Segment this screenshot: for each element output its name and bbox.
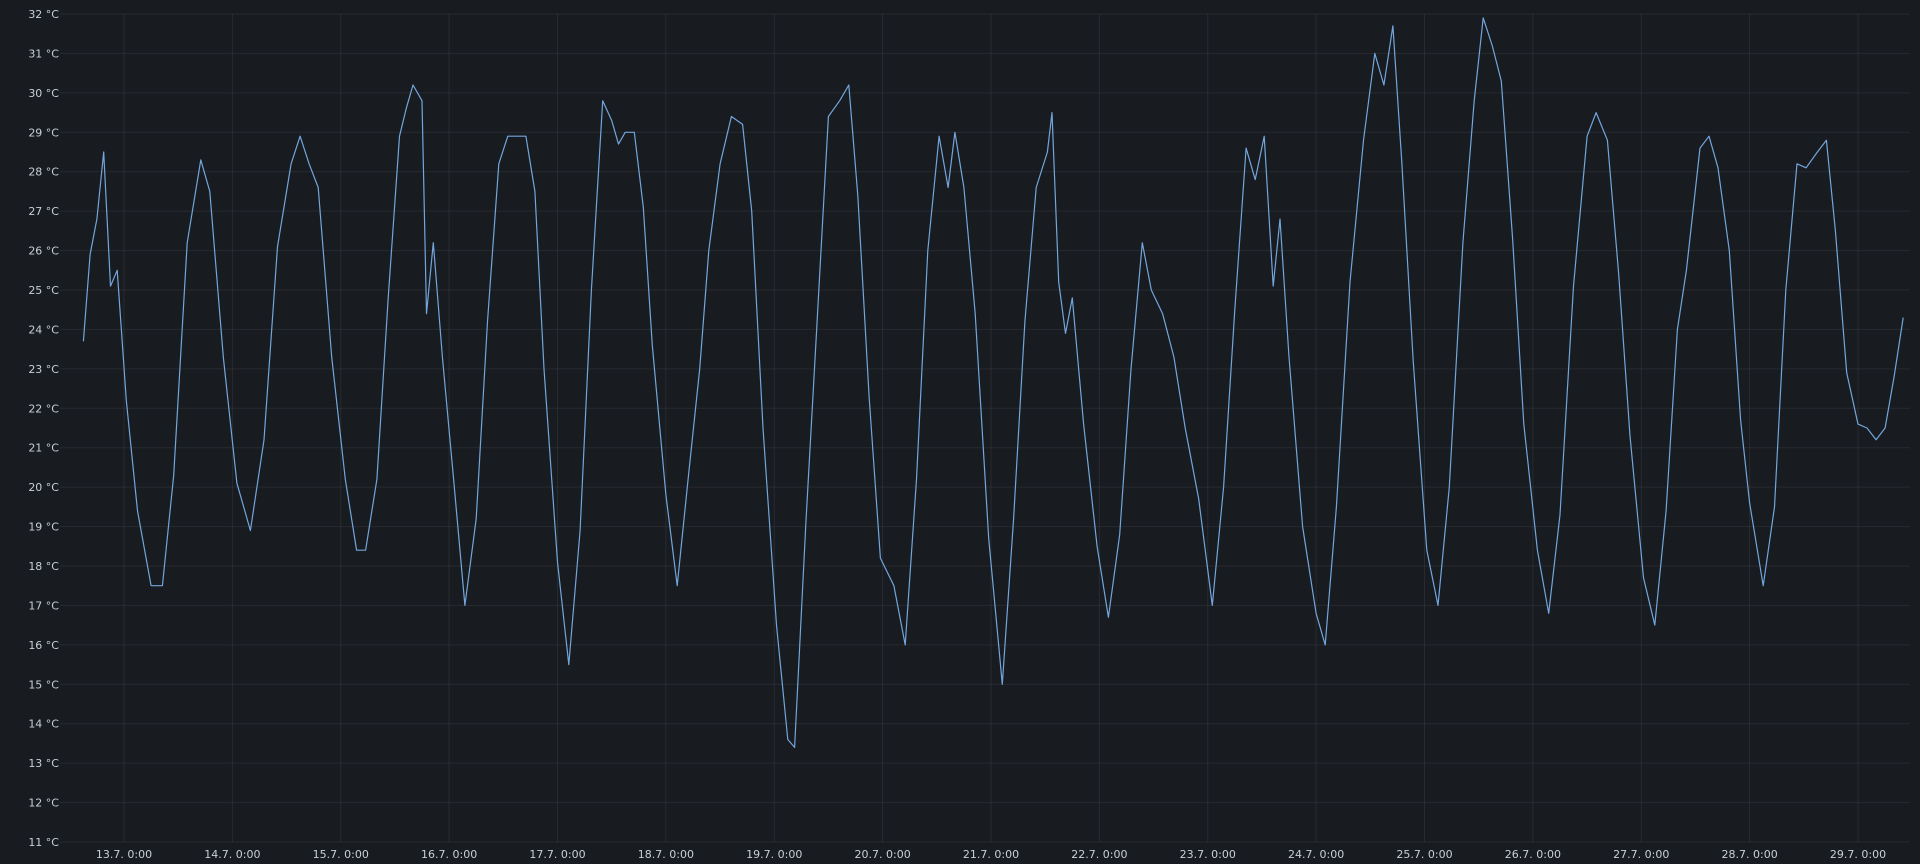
y-tick-label: 28 °C [28,166,59,179]
y-tick-label: 14 °C [28,718,59,731]
y-tick-label: 27 °C [28,205,59,218]
x-axis: 13.7. 0:00 14.7. 0:00 15.7. 0:00 16.7. 0:00… [96,848,1886,861]
y-tick-label: 32 °C [28,8,59,21]
y-tick-label: 29 °C [28,126,59,139]
y-tick-label: 21 °C [28,442,59,455]
x-tick-label: 25.7. 0:00 [1396,848,1452,861]
x-tick-label: 20.7. 0:00 [855,848,911,861]
y-axis: 11 °C 12 °C 13 °C 14 °C 15 °C 16 °C 17 °C 18 °C… [28,8,59,849]
y-tick-label: 26 °C [28,245,59,258]
y-tick-label: 25 °C [28,284,59,297]
x-tick-label: 22.7. 0:00 [1071,848,1127,861]
x-tick-label: 14.7. 0:00 [204,848,260,861]
x-tick-label: 21.7. 0:00 [963,848,1019,861]
series-layer [82,17,1904,748]
y-tick-label: 23 °C [28,363,59,376]
y-tick-label: 24 °C [28,323,59,336]
y-tick-label: 11 °C [28,836,59,849]
y-tick-label: 15 °C [28,678,59,691]
temperature-series-line [82,17,1904,748]
x-tick-label: 24.7. 0:00 [1288,848,1344,861]
x-tick-label: 28.7. 0:00 [1722,848,1778,861]
y-tick-label: 19 °C [28,521,59,534]
x-tick-label: 17.7. 0:00 [529,848,585,861]
x-tick-label: 18.7. 0:00 [638,848,694,861]
y-tick-label: 22 °C [28,402,59,415]
y-tick-label: 30 °C [28,87,59,100]
y-tick-label: 12 °C [28,797,59,810]
grid [60,13,1910,843]
y-tick-label: 18 °C [28,560,59,573]
y-tick-label: 13 °C [28,757,59,770]
y-tick-label: 31 °C [28,47,59,60]
y-tick-label: 17 °C [28,599,59,612]
x-tick-label: 13.7. 0:00 [96,848,152,861]
y-tick-label: 20 °C [28,481,59,494]
x-tick-label: 23.7. 0:00 [1180,848,1236,861]
x-tick-label: 29.7. 0:00 [1830,848,1886,861]
x-tick-label: 27.7. 0:00 [1613,848,1669,861]
x-tick-label: 19.7. 0:00 [746,848,802,861]
x-tick-label: 16.7. 0:00 [421,848,477,861]
x-tick-label: 26.7. 0:00 [1505,848,1561,861]
y-tick-label: 16 °C [28,639,59,652]
x-tick-label: 15.7. 0:00 [313,848,369,861]
